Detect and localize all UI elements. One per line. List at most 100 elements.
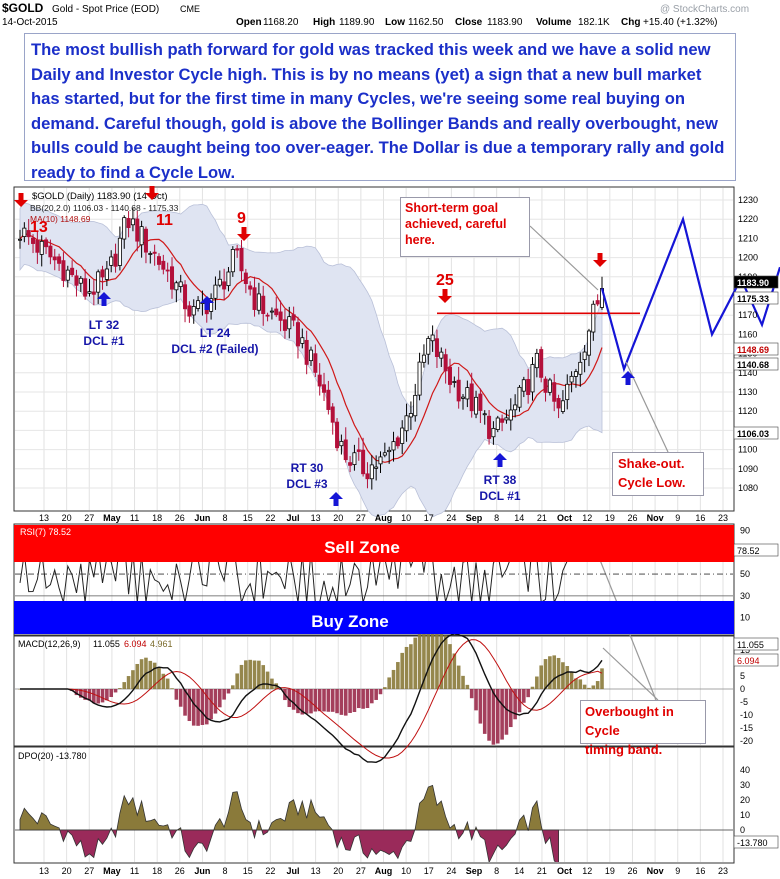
macd-histogram-bar xyxy=(508,689,513,728)
price-bar-body xyxy=(39,240,44,255)
macd-histogram-bar xyxy=(135,663,140,689)
x-axis-label: 8 xyxy=(494,513,499,523)
x-axis-label: 20 xyxy=(62,513,72,523)
price-bar-body xyxy=(252,287,257,310)
macd-histogram-bar xyxy=(591,685,596,689)
cycle-number-2: 11 xyxy=(156,212,173,229)
x-axis-label-bottom: 21 xyxy=(537,866,547,876)
macd-histogram-bar xyxy=(200,689,205,725)
price-bar-body xyxy=(226,271,231,287)
macd-y-tick: -5 xyxy=(740,697,748,707)
price-bar-body xyxy=(474,396,479,415)
macd-histogram-bar xyxy=(539,665,543,689)
low-label: Low xyxy=(385,17,405,28)
low-label-2-line1: LT 24 xyxy=(200,326,231,340)
macd-legend-signal: 6.094 xyxy=(124,639,147,649)
price-bar-body xyxy=(452,381,457,383)
price-bar-body xyxy=(335,421,340,449)
price-bar-body xyxy=(117,237,122,266)
goal-pointer xyxy=(529,225,599,291)
x-axis-label-bottom: 19 xyxy=(605,866,615,876)
low-label-3-line1: RT 30 xyxy=(291,461,324,475)
macd-histogram-bar xyxy=(565,666,570,689)
macd-histogram-bar xyxy=(543,659,548,689)
price-bar-body xyxy=(91,291,96,295)
macd-y-tick: -10 xyxy=(740,710,753,720)
price-bar-body xyxy=(148,253,153,255)
price-bar-body xyxy=(417,361,422,396)
dpo-area-positive xyxy=(19,784,559,830)
quote-line: Open 1168.20 High 1189.90 Low 1162.50 Cl… xyxy=(236,17,718,28)
price-bar-body xyxy=(74,275,79,286)
macd-histogram-bar xyxy=(157,667,161,689)
rsi-legend: RSI(7) 78.52 xyxy=(20,527,71,537)
dpo-y-tick: 40 xyxy=(740,765,750,775)
bb-lower-tag-box xyxy=(733,426,779,440)
price-bar-body xyxy=(304,339,309,365)
projected-path xyxy=(600,215,780,373)
cycle-number-4: 25 xyxy=(436,272,454,289)
price-bar-body xyxy=(408,413,413,418)
macd-histogram-bar xyxy=(370,689,374,704)
macd-histogram-bar xyxy=(222,689,226,700)
price-bar-body xyxy=(352,452,357,466)
price-bar-body xyxy=(57,256,62,264)
close-tag: 1183.90 xyxy=(737,278,769,288)
macd-histogram-bar xyxy=(191,689,196,726)
low-arrow-2-shaft xyxy=(204,303,210,310)
price-bar-body xyxy=(582,351,587,361)
x-axis-label-bottom: 12 xyxy=(582,866,592,876)
cycle-number-3: 9 xyxy=(237,210,246,227)
x-axis-label: 23 xyxy=(718,513,728,523)
x-axis-label: Jul xyxy=(286,513,299,523)
x-axis-label: 24 xyxy=(446,513,456,523)
price-bar-body xyxy=(187,305,192,317)
price-y-tick: 1160 xyxy=(738,329,757,339)
x-axis-label-bottom: 20 xyxy=(62,866,72,876)
macd-histogram-bar xyxy=(161,673,166,689)
macd-histogram-bar xyxy=(417,631,422,689)
price-y-tick: 1230 xyxy=(738,195,758,205)
macd-histogram-bar xyxy=(209,689,213,720)
price-legend-title: $GOLD (Daily) 1183.90 (14 Oct) xyxy=(32,191,168,202)
low-label-1-line2: DCL #1 xyxy=(83,334,124,348)
price-bar-body xyxy=(565,383,570,401)
x-axis-label-bottom: 27 xyxy=(356,866,366,876)
cycle-number-1: 13 xyxy=(30,219,48,236)
open-value: 1168.20 xyxy=(263,17,299,28)
price-bar-body xyxy=(461,396,466,399)
macd-histogram-bar xyxy=(148,660,153,689)
macd-histogram-bar xyxy=(296,689,300,714)
macd-histogram-bar xyxy=(595,681,600,689)
low-label-4-line1: RT 38 xyxy=(484,473,517,487)
shakeout-line-2: Cycle Low. xyxy=(618,475,686,490)
macd-histogram-bar xyxy=(122,682,127,689)
price-bar-body xyxy=(96,271,101,293)
price-bar-body xyxy=(248,285,253,290)
price-y-tick: 1120 xyxy=(738,406,757,416)
low-label-3-line2: DCL #3 xyxy=(286,477,327,491)
macd-histogram-bar xyxy=(309,689,313,714)
macd-histogram-bar xyxy=(522,689,526,703)
macd-histogram-bar xyxy=(439,628,444,689)
x-axis-label: Jun xyxy=(194,513,210,523)
macd-histogram-bar xyxy=(435,624,439,689)
macd-histogram-bar xyxy=(74,689,79,696)
buy-zone-label: Buy Zone xyxy=(311,612,388,631)
dpo-y-tick: 20 xyxy=(740,795,750,805)
goal-callout: Short-term goal achieved, careful here. xyxy=(400,197,530,257)
overbought-line-2: timing band. xyxy=(585,742,663,757)
price-bar-body xyxy=(348,462,353,466)
price-bar-body xyxy=(374,466,379,469)
dpo-y-tick: 30 xyxy=(740,780,750,790)
macd-histogram-bar xyxy=(400,652,405,689)
rsi-y-tick: 10 xyxy=(740,613,750,623)
low-label-4-line2: DCL #1 xyxy=(479,489,520,503)
price-bar-body xyxy=(591,303,596,333)
price-bar-body xyxy=(465,387,470,400)
x-axis-label: 13 xyxy=(311,513,321,523)
price-bar-body xyxy=(560,400,565,412)
x-axis-label-bottom: 24 xyxy=(446,866,456,876)
macd-histogram-bar xyxy=(291,689,296,710)
